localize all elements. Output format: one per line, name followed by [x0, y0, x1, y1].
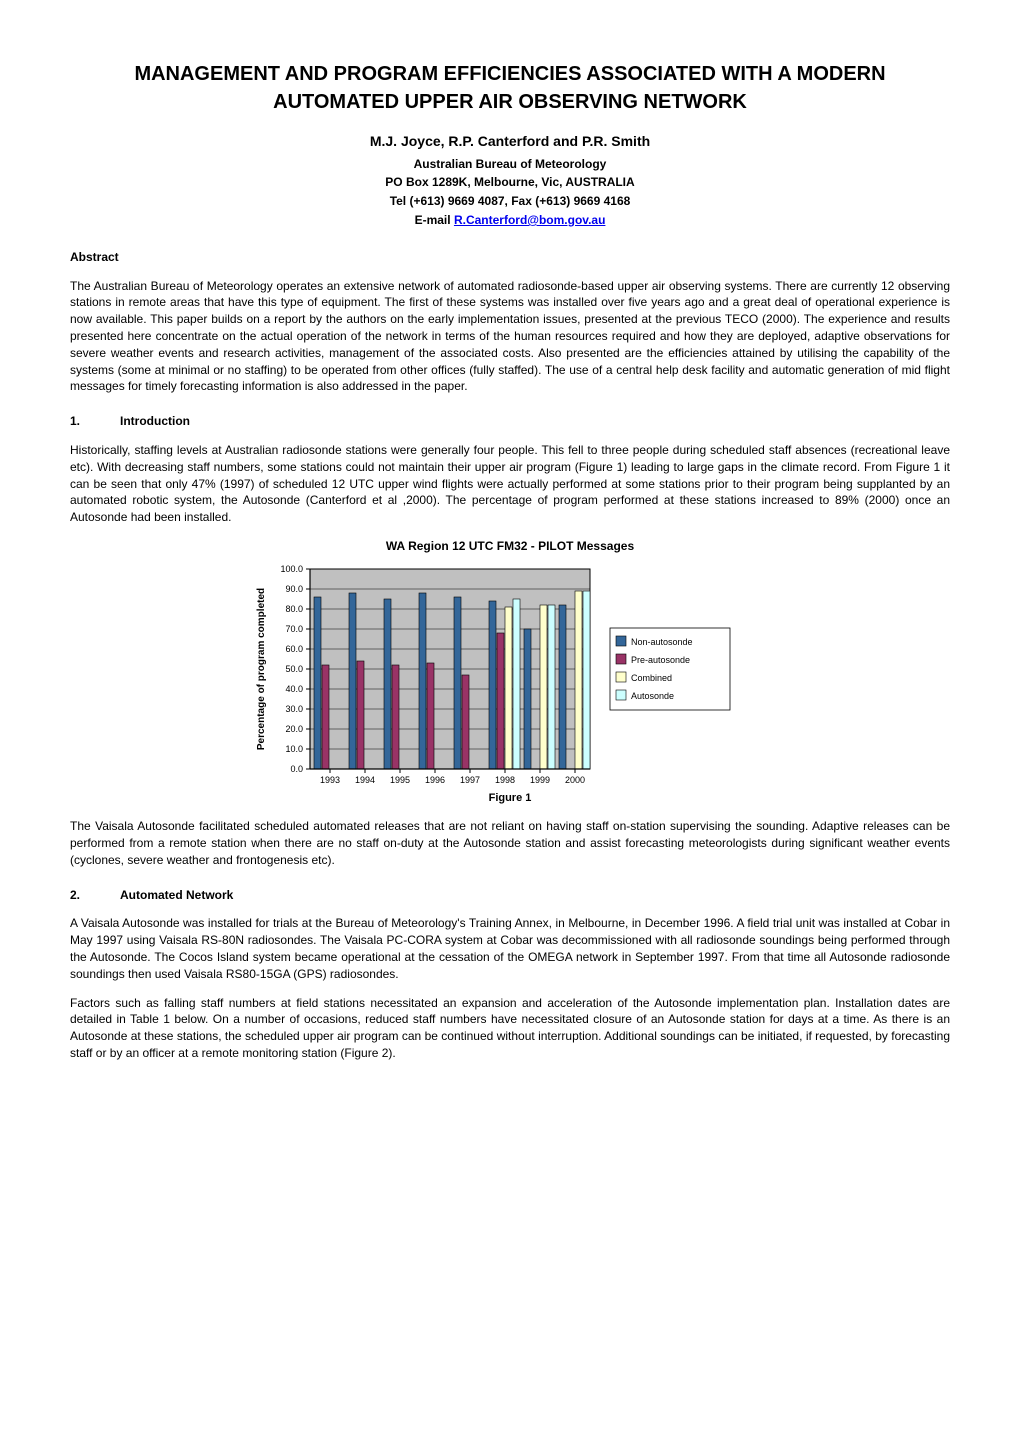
figure-1-caption: Figure 1 [250, 791, 770, 806]
svg-text:40.0: 40.0 [285, 684, 303, 694]
section-2-heading: 2.Automated Network [70, 887, 950, 904]
svg-text:1999: 1999 [530, 775, 550, 785]
svg-text:70.0: 70.0 [285, 624, 303, 634]
chart-title: WA Region 12 UTC FM32 - PILOT Messages [250, 538, 770, 555]
affiliation-address: PO Box 1289K, Melbourne, Vic, AUSTRALIA [70, 174, 950, 191]
svg-text:0.0: 0.0 [290, 764, 303, 774]
authors: M.J. Joyce, R.P. Canterford and P.R. Smi… [70, 132, 950, 152]
svg-text:2000: 2000 [565, 775, 585, 785]
section-2-title: Automated Network [120, 888, 233, 902]
svg-text:50.0: 50.0 [285, 664, 303, 674]
svg-text:Percentage of program complete: Percentage of program completed [256, 588, 267, 750]
svg-text:1994: 1994 [355, 775, 375, 785]
email-prefix: E-mail [415, 213, 454, 227]
svg-text:20.0: 20.0 [285, 724, 303, 734]
svg-text:Autosonde: Autosonde [631, 691, 674, 701]
paper-title: MANAGEMENT AND PROGRAM EFFICIENCIES ASSO… [70, 60, 950, 116]
section-1-p2: The Vaisala Autosonde facilitated schedu… [70, 818, 950, 868]
affiliation-org: Australian Bureau of Meteorology [70, 156, 950, 173]
section-1-heading: 1.Introduction [70, 413, 950, 430]
section-1-p1: Historically, staffing levels at Austral… [70, 442, 950, 526]
section-1-num: 1. [70, 413, 120, 430]
svg-text:Combined: Combined [631, 673, 672, 683]
section-2-num: 2. [70, 887, 120, 904]
svg-text:90.0: 90.0 [285, 584, 303, 594]
svg-text:1993: 1993 [320, 775, 340, 785]
section-2-p1: A Vaisala Autosonde was installed for tr… [70, 915, 950, 982]
svg-text:Pre-autosonde: Pre-autosonde [631, 655, 690, 665]
svg-text:Non-autosonde: Non-autosonde [631, 637, 693, 647]
svg-text:100.0: 100.0 [280, 564, 303, 574]
section-1-title: Introduction [120, 414, 190, 428]
svg-text:60.0: 60.0 [285, 644, 303, 654]
affiliation-phone: Tel (+613) 9669 4087, Fax (+613) 9669 41… [70, 193, 950, 210]
svg-text:10.0: 10.0 [285, 744, 303, 754]
svg-text:1995: 1995 [390, 775, 410, 785]
section-2-p2: Factors such as falling staff numbers at… [70, 995, 950, 1062]
svg-text:30.0: 30.0 [285, 704, 303, 714]
svg-text:1997: 1997 [460, 775, 480, 785]
bar-chart: 0.0 10.0 20.0 30.0 40.0 50.0 60.0 70.0 80.0 90.0 1… [250, 559, 770, 789]
abstract-heading: Abstract [70, 249, 950, 266]
abstract-text: The Australian Bureau of Meteorology ope… [70, 278, 950, 396]
email-link[interactable]: R.Canterford@bom.gov.au [454, 213, 605, 227]
figure-1-container: WA Region 12 UTC FM32 - PILOT Messages 0… [250, 538, 770, 806]
svg-text:1998: 1998 [495, 775, 515, 785]
email-line: E-mail R.Canterford@bom.gov.au [70, 212, 950, 229]
svg-text:80.0: 80.0 [285, 604, 303, 614]
svg-text:1996: 1996 [425, 775, 445, 785]
